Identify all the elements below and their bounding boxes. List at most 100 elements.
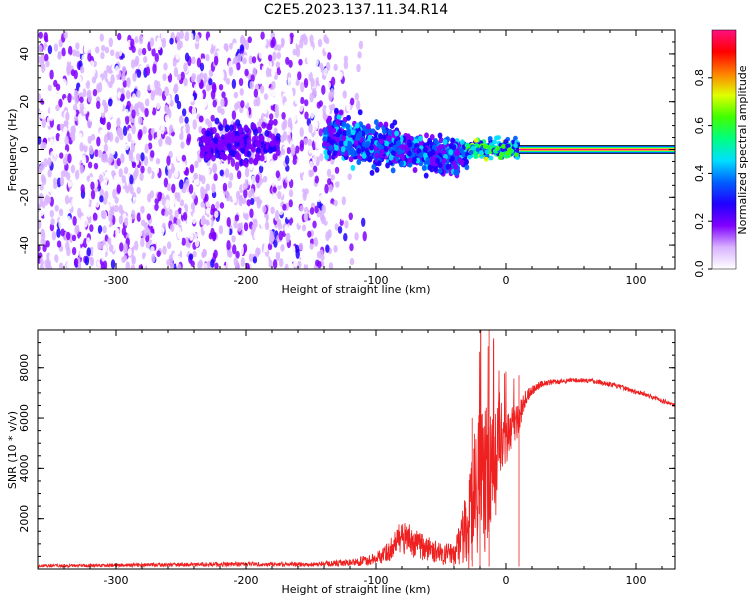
spectrogram-x-tick-label: 0 <box>503 274 510 287</box>
spectrogram-cell <box>361 141 367 148</box>
spectrogram-cell <box>154 137 159 146</box>
spectrogram-cell <box>269 160 275 168</box>
spectrogram-cell <box>114 65 120 76</box>
spectrogram-cell <box>257 41 262 52</box>
spectrogram-cell <box>354 92 360 101</box>
spectrogram-cell <box>289 263 295 269</box>
spectrogram-cell <box>189 95 195 103</box>
spectrogram-cell <box>78 236 84 245</box>
spectrogram-cell <box>38 56 42 64</box>
spectrogram-cell <box>263 93 269 100</box>
spectrogram-cell <box>40 142 45 151</box>
spectrogram-cell <box>286 126 291 136</box>
spectrogram-cell <box>101 58 107 68</box>
spectrogram-cell <box>243 188 248 199</box>
spectrogram-cell <box>185 124 191 135</box>
spectrogram-cell <box>316 101 322 109</box>
spectrogram-cell <box>357 130 363 137</box>
snr-panel: -300 -200 -100 0 100 2000 4000 6000 8000 Height… <box>6 329 676 596</box>
spectrogram-cell <box>264 129 270 137</box>
spectrogram-cell <box>196 228 201 239</box>
spectrogram-cell <box>347 173 352 181</box>
spectrogram-cell <box>89 256 95 267</box>
spectrogram-cell <box>322 140 328 147</box>
spectrogram-cell <box>454 150 459 157</box>
spectrogram-cell <box>211 127 217 135</box>
spectrogram-cell <box>451 144 457 151</box>
spectrogram-cell <box>102 244 108 253</box>
spectrogram-cell <box>226 116 231 124</box>
spectrogram-cell <box>46 258 51 269</box>
spectrogram-cell <box>211 81 217 92</box>
spectrogram-cell <box>218 52 224 62</box>
spectrogram-cell <box>179 132 184 141</box>
spectrogram-cell <box>92 89 98 97</box>
spectrogram-cell <box>163 62 168 71</box>
spectrogram-cell <box>183 62 188 73</box>
spectrogram-cell <box>239 141 245 149</box>
spectrogram-cell <box>272 51 277 61</box>
spectrogram-cell <box>358 40 364 50</box>
spectrogram-cell <box>129 174 134 185</box>
spectrogram-cell <box>325 244 330 253</box>
spectrogram-cell <box>295 234 300 245</box>
spectrogram-cell <box>350 164 356 171</box>
spectrogram-cell <box>151 107 157 116</box>
spectrogram-cell <box>295 248 300 259</box>
spectrogram-cell <box>371 163 377 170</box>
spectrogram-cell <box>72 215 77 226</box>
spectrogram-cell <box>103 134 109 144</box>
spectrogram-cell <box>291 113 297 123</box>
spectrogram-cell <box>71 198 76 206</box>
spectrogram-cell <box>278 230 284 241</box>
spectrogram-cell <box>90 189 96 200</box>
spectrogram-cell <box>189 173 195 182</box>
spectrogram-cell <box>381 133 387 140</box>
spectrogram-cell <box>87 135 92 144</box>
spectrogram-cell <box>244 68 249 77</box>
spectrogram-cell <box>275 61 281 68</box>
spectrogram-cell <box>319 153 324 162</box>
spectrogram-cell <box>79 96 84 103</box>
spectrogram-cell <box>236 170 242 180</box>
spectrogram-cell <box>411 156 417 163</box>
spectrogram-cell <box>176 74 182 81</box>
spectrogram-cell <box>378 133 383 140</box>
spectrogram-cell <box>235 190 241 200</box>
spectrogram-cell <box>394 130 400 137</box>
spectrogram-cell <box>298 58 303 66</box>
spectrogram-cell <box>66 261 71 269</box>
spectrogram-cell <box>61 186 67 195</box>
spectrogram-cell <box>44 210 49 220</box>
spectrogram-cell <box>108 37 113 48</box>
spectrogram-cell <box>399 160 404 167</box>
spectrogram-cell <box>49 69 54 80</box>
spectrogram-cell <box>175 50 180 61</box>
spectrogram-cell <box>165 106 171 115</box>
spectrogram-cell <box>70 69 76 77</box>
spectrogram-cell <box>225 191 231 202</box>
spectrogram-cell <box>348 212 353 221</box>
spectrogram-cell <box>47 182 52 193</box>
spectrogram-cell <box>121 264 126 269</box>
spectrogram-cell <box>99 129 104 136</box>
spectrogram-cell <box>162 73 167 82</box>
spectrogram-cell <box>244 108 249 119</box>
spectrogram-cell <box>83 137 89 147</box>
spectrogram-cell <box>269 140 275 148</box>
spectrogram-cell <box>165 227 170 238</box>
spectrogram-cell <box>214 117 220 125</box>
spectrogram-cell <box>126 77 131 88</box>
spectrogram-cell <box>205 118 210 126</box>
spectrogram-cell <box>266 88 272 96</box>
spectrogram-cell <box>360 146 366 153</box>
spectrogram-cell <box>288 91 294 101</box>
spectrogram-cell <box>39 206 44 217</box>
spectrogram-cell <box>232 42 237 53</box>
spectrogram-cell <box>121 256 126 263</box>
spectrogram-cell <box>373 135 379 142</box>
spectrogram-cell <box>254 139 260 147</box>
spectrogram-cell <box>137 48 143 56</box>
spectrogram-x-label: Height of straight line (km) <box>281 283 430 296</box>
spectrogram-cell <box>63 97 68 107</box>
